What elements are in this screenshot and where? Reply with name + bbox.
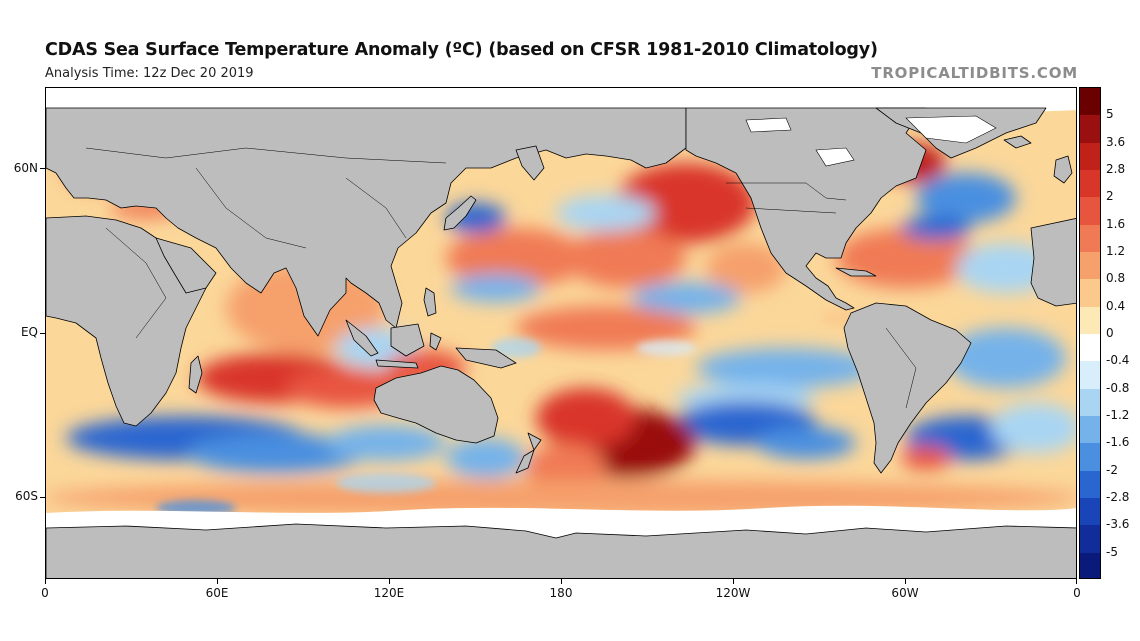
lon-label-180: 180	[549, 586, 573, 600]
lon-label-120w: 120W	[715, 586, 751, 600]
lat-tick-60s	[40, 497, 45, 498]
colorbar-segment	[1080, 88, 1100, 116]
colorbar-label: 2	[1106, 189, 1114, 204]
colorbar-label: 0	[1106, 326, 1114, 340]
lat-label-60n: 60N	[13, 161, 38, 175]
land-borneo	[390, 323, 425, 357]
colorbar-label: -0.4	[1106, 353, 1130, 368]
land-sumatra	[345, 319, 379, 357]
lon-tick-180	[561, 579, 562, 584]
lat-tick-60n	[40, 168, 45, 169]
colorbar-label: 2.8	[1106, 162, 1126, 176]
lon-label-60e: 60E	[205, 586, 229, 600]
lat-label-eq: EQ	[20, 325, 38, 339]
lon-label-0-left: 0	[41, 586, 49, 600]
colorbar-segment	[1080, 552, 1100, 578]
land-south-america	[843, 302, 972, 474]
lon-label-0-right: 0	[1073, 586, 1081, 600]
colorbar-label: 5	[1106, 107, 1114, 122]
colorbar-segment	[1080, 525, 1100, 554]
land-europe-east-edge	[1030, 218, 1076, 307]
map-canvas	[46, 88, 1076, 578]
land-arabia	[155, 237, 217, 294]
lon-tick-120e	[389, 579, 390, 584]
colorbar-segment	[1080, 279, 1100, 308]
land-sulawesi	[429, 332, 442, 351]
colorbar-label: 0.4	[1106, 298, 1126, 313]
colorbar-segment	[1080, 252, 1100, 280]
land-java	[375, 359, 419, 369]
colorbar	[1079, 87, 1101, 579]
colorbar-label: 1.2	[1106, 244, 1126, 258]
land-philippines	[423, 287, 437, 317]
land-british-isles	[1053, 155, 1073, 184]
colorbar-segment	[1080, 416, 1100, 444]
colorbar-segment	[1080, 470, 1100, 499]
land-cuba	[835, 267, 877, 277]
colorbar-segment	[1080, 115, 1100, 144]
country-borders	[85, 147, 917, 409]
colorbar-segment	[1080, 361, 1100, 390]
lat-label-60s: 60S	[15, 489, 38, 503]
colorbar-label: 3.6	[1106, 134, 1126, 149]
colorbar-segment	[1080, 388, 1100, 417]
land-eurasia	[46, 107, 687, 337]
colorbar-label: -3.6	[1106, 517, 1130, 532]
lon-tick-60e	[217, 579, 218, 584]
land-australia	[373, 365, 499, 444]
arctic-ice-land	[745, 115, 997, 167]
colorbar-label: -2.8	[1106, 490, 1130, 504]
colorbar-segment	[1080, 306, 1100, 335]
lon-label-120e: 120E	[373, 586, 405, 600]
colorbar-segment	[1080, 170, 1100, 198]
watermark: TROPICALTIDBITS.COM	[871, 64, 1078, 82]
analysis-time: Analysis Time: 12z Dec 20 2019	[45, 66, 254, 81]
colorbar-label: -0.8	[1106, 380, 1130, 395]
colorbar-label: 0.8	[1106, 271, 1126, 286]
chart-title: CDAS Sea Surface Temperature Anomaly (ºC…	[45, 40, 878, 60]
land-kamchatka	[515, 145, 545, 181]
colorbar-segment	[1080, 197, 1100, 226]
land-iceland	[1003, 135, 1032, 149]
colorbar-label: -2	[1106, 462, 1118, 477]
land-japan	[443, 195, 477, 231]
land-antarctica	[46, 523, 1076, 578]
colorbar-segment	[1080, 443, 1100, 472]
colorbar-segment	[1080, 224, 1100, 253]
colorbar-label: -1.2	[1106, 408, 1130, 422]
colorbar-segment	[1080, 334, 1100, 362]
colorbar-label: 1.6	[1106, 216, 1126, 231]
colorbar-segment	[1080, 142, 1100, 171]
land-north-america	[685, 107, 927, 311]
colorbar-label: -5	[1106, 544, 1118, 559]
sst-anomaly-map	[45, 87, 1077, 579]
lon-label-60w: 60W	[891, 586, 919, 600]
land-masses	[46, 107, 1076, 578]
lon-tick-120w	[733, 579, 734, 584]
land-new-guinea	[455, 347, 517, 369]
colorbar-label: -1.6	[1106, 435, 1130, 450]
lon-tick-60w	[905, 579, 906, 584]
lat-tick-eq	[40, 333, 45, 334]
lon-tick-0-left	[45, 579, 46, 584]
land-madagascar	[188, 355, 203, 394]
lon-tick-0-right	[1076, 579, 1077, 584]
land-new-zealand	[515, 432, 542, 474]
colorbar-segment	[1080, 498, 1100, 526]
